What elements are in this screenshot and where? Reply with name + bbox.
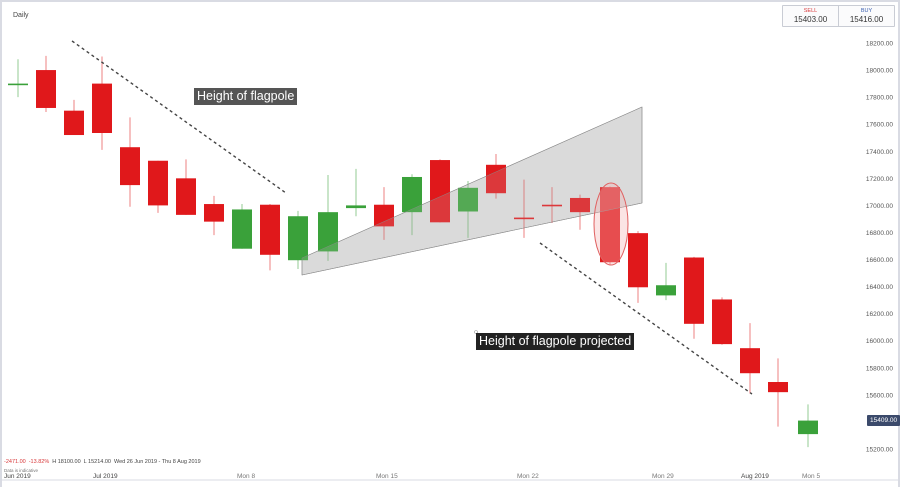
candle-down[interactable] xyxy=(740,323,760,394)
x-tick-label: Mon 29 xyxy=(652,473,674,480)
buy-price: 15416.00 xyxy=(849,15,884,24)
y-tick-label: 16000.00 xyxy=(866,338,893,345)
stats-bar: -2471.00 -13.82% H 18100.00 L 15214.00 Wed 2… xyxy=(4,459,204,465)
x-tick-label: Jun 2019 xyxy=(4,473,31,480)
candle-down[interactable] xyxy=(92,56,112,150)
candle-up[interactable] xyxy=(8,59,28,98)
candle-down[interactable] xyxy=(260,204,280,271)
candle-up[interactable] xyxy=(656,262,676,301)
y-tick-label: 16800.00 xyxy=(866,230,893,237)
y-tick-label: 18000.00 xyxy=(866,68,893,75)
candle-down[interactable] xyxy=(684,256,704,339)
breakout-highlight-ellipse xyxy=(593,182,629,266)
candle-up[interactable] xyxy=(232,204,252,249)
buy-label: BUY xyxy=(860,8,873,14)
candle-down[interactable] xyxy=(64,99,84,136)
data-note: Data is indicative xyxy=(4,468,39,473)
candle-down[interactable] xyxy=(486,153,506,199)
y-tick-label: 15800.00 xyxy=(866,365,893,372)
candle-down[interactable] xyxy=(204,195,224,236)
change-percent: -13.82% xyxy=(28,459,50,465)
candle-down[interactable] xyxy=(542,187,562,223)
sell-label: SELL xyxy=(803,8,818,14)
candle-up[interactable] xyxy=(402,174,422,236)
candle-down[interactable] xyxy=(120,117,140,207)
y-tick-label: 17400.00 xyxy=(866,149,893,156)
buy-button[interactable]: BUY 15416.00 xyxy=(838,6,894,26)
candle-up[interactable] xyxy=(288,210,308,270)
y-tick-label: 16600.00 xyxy=(866,257,893,264)
y-tick-label: 15600.00 xyxy=(866,392,893,399)
y-tick-label: 16400.00 xyxy=(866,284,893,291)
candle-down[interactable] xyxy=(570,194,590,230)
candle-down[interactable] xyxy=(600,186,620,265)
period-label: Daily xyxy=(13,12,29,19)
flagpole-annotation: Height of flagpole xyxy=(194,88,298,105)
y-tick-label: 18200.00 xyxy=(866,41,893,48)
candle-down[interactable] xyxy=(148,160,168,213)
candle-down[interactable] xyxy=(712,297,732,345)
candle-up[interactable] xyxy=(798,404,818,448)
x-tick-label: Mon 22 xyxy=(517,473,539,480)
projected-annotation: Height of flagpole projected xyxy=(476,333,635,350)
candle-down[interactable] xyxy=(628,231,648,303)
x-tick-label: Jul 2019 xyxy=(93,473,118,480)
candle-down[interactable] xyxy=(768,358,788,427)
date-range: Wed 26 Jun 2019 - Thu 8 Aug 2019 xyxy=(114,459,201,465)
candle-down[interactable] xyxy=(36,55,56,113)
quote-box: SELL 15403.00 BUY 15416.00 xyxy=(782,5,895,27)
candle-up[interactable] xyxy=(458,181,478,238)
high-value: H 18100.00 xyxy=(52,459,81,465)
current-price-tag: 15409.00 xyxy=(867,415,900,426)
y-tick-label: 17000.00 xyxy=(866,203,893,210)
candle-down[interactable] xyxy=(430,159,450,223)
candle-down[interactable] xyxy=(176,159,196,215)
candle-up[interactable] xyxy=(346,168,366,217)
y-tick-label: 17600.00 xyxy=(866,122,893,129)
projected-dashed-line xyxy=(539,242,753,395)
y-tick-label: 17800.00 xyxy=(866,95,893,102)
x-tick-label: Mon 5 xyxy=(802,473,820,480)
y-tick-label: 16200.00 xyxy=(866,311,893,318)
sell-price: 15403.00 xyxy=(793,15,828,24)
sell-button[interactable]: SELL 15403.00 xyxy=(783,6,838,26)
y-tick-label: 17200.00 xyxy=(866,176,893,183)
x-tick-label: Mon 15 xyxy=(376,473,398,480)
flagpole-dashed-line xyxy=(71,40,287,194)
x-tick-label: Mon 8 xyxy=(237,473,255,480)
flag-channel-overlay xyxy=(301,106,643,276)
low-value: L 15214.00 xyxy=(83,459,111,465)
candle-down[interactable] xyxy=(374,187,394,240)
x-tick-label: Aug 2019 xyxy=(741,473,769,480)
change-value: -2471.00 xyxy=(4,459,26,465)
y-tick-label: 15200.00 xyxy=(866,447,893,454)
